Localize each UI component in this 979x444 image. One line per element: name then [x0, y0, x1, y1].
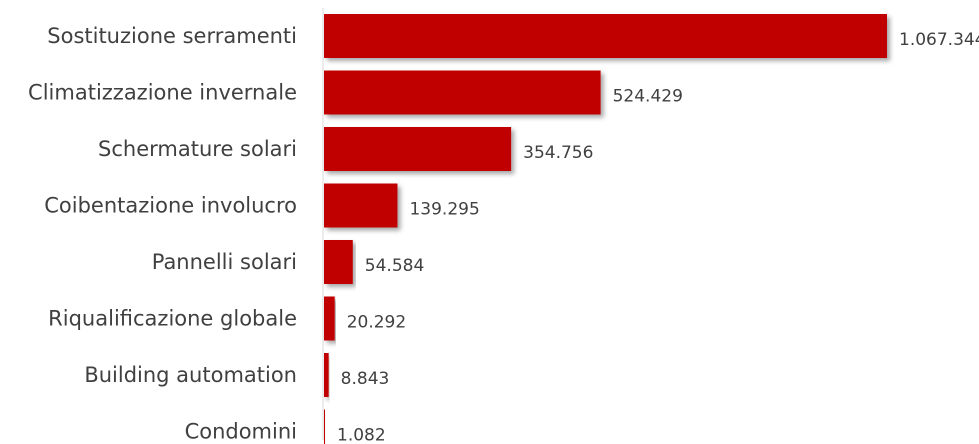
value-label: 139.295 — [409, 200, 479, 220]
bar — [324, 296, 335, 341]
category-label: Riqualificazione globale — [48, 307, 297, 331]
category-label: Building automation — [84, 363, 297, 387]
bar — [324, 183, 398, 228]
bar — [324, 353, 329, 397]
value-label: 8.843 — [341, 369, 390, 389]
value-label: 1.082 — [337, 426, 386, 444]
category-label: Condomini — [185, 420, 297, 444]
category-label: Climatizzazione invernale — [28, 81, 297, 105]
category-label: Coibentazione involucro — [44, 194, 297, 218]
value-label: 354.756 — [523, 143, 593, 163]
bar — [324, 409, 325, 444]
category-labels: Sostituzione serramenti Climatizzazione i… — [28, 24, 297, 444]
value-label: 20.292 — [347, 313, 406, 333]
category-label: Pannelli solari — [152, 250, 297, 274]
bar — [324, 70, 601, 115]
bar — [324, 240, 353, 284]
bars — [324, 14, 887, 444]
bar — [324, 127, 512, 171]
value-labels: 1.067.344 524.429 354.756 139.295 54.584 20.2… — [337, 30, 979, 444]
value-label: 54.584 — [365, 256, 424, 276]
value-label: 1.067.344 — [899, 30, 979, 50]
category-label: Schermature solari — [98, 137, 297, 161]
value-label: 524.429 — [613, 87, 683, 107]
bar — [324, 14, 887, 58]
category-label: Sostituzione serramenti — [47, 24, 297, 48]
